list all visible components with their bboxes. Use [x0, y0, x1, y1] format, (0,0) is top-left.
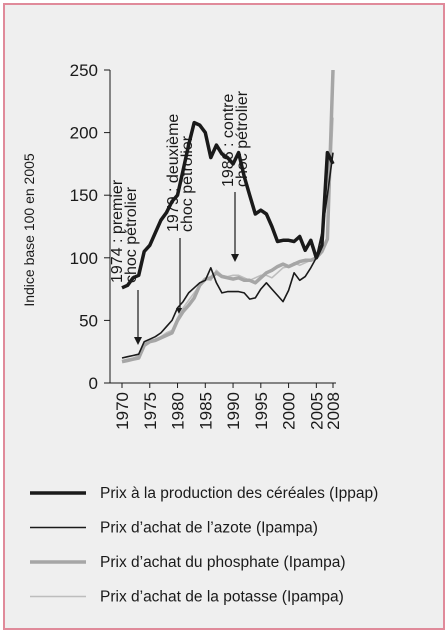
x-tick-label: 1995	[252, 392, 271, 430]
series-line	[121, 69, 335, 364]
annotation: choc pétrolier	[179, 135, 196, 232]
legend-label: Prix d’achat du phosphate (Ipampa)	[100, 554, 346, 571]
annotation: 1974 : premier	[109, 179, 126, 283]
annotation: choc pétrolier	[234, 90, 251, 187]
annotation-arrowhead	[134, 337, 142, 345]
series-line	[121, 120, 335, 290]
y-tick-label: 0	[89, 374, 98, 393]
x-tick-label: 2005	[307, 392, 326, 430]
y-axis-label: Indice base 100 en 2005	[21, 153, 37, 307]
y-tick-label: 150	[70, 186, 98, 205]
frame	[3, 3, 445, 630]
y-tick-label: 250	[70, 61, 98, 80]
annotation-arrowhead	[231, 254, 239, 262]
annotation: 1979 : deuxième	[165, 114, 182, 232]
x-tick-label: 1980	[169, 392, 188, 430]
y-tick-label: 200	[70, 124, 98, 143]
y-tick-label: 50	[79, 311, 98, 330]
x-tick-label: 1970	[113, 392, 132, 430]
annotation: choc pétrolier	[123, 186, 140, 283]
x-tick-label: 2000	[280, 392, 299, 430]
x-tick-label: 2008	[324, 392, 343, 430]
x-tick-label: 1990	[224, 392, 243, 430]
x-tick-label: 1975	[141, 392, 160, 430]
legend-label: Prix d’achat de la potasse (Ipampa)	[100, 589, 344, 606]
y-tick-label: 100	[70, 249, 98, 268]
legend-label: Prix à la production des céréales (Ippap…	[100, 485, 378, 502]
series-line	[121, 152, 334, 359]
legend-label: Prix d’achat de l’azote (Ipampa)	[100, 520, 318, 537]
x-tick-label: 1985	[196, 392, 215, 430]
